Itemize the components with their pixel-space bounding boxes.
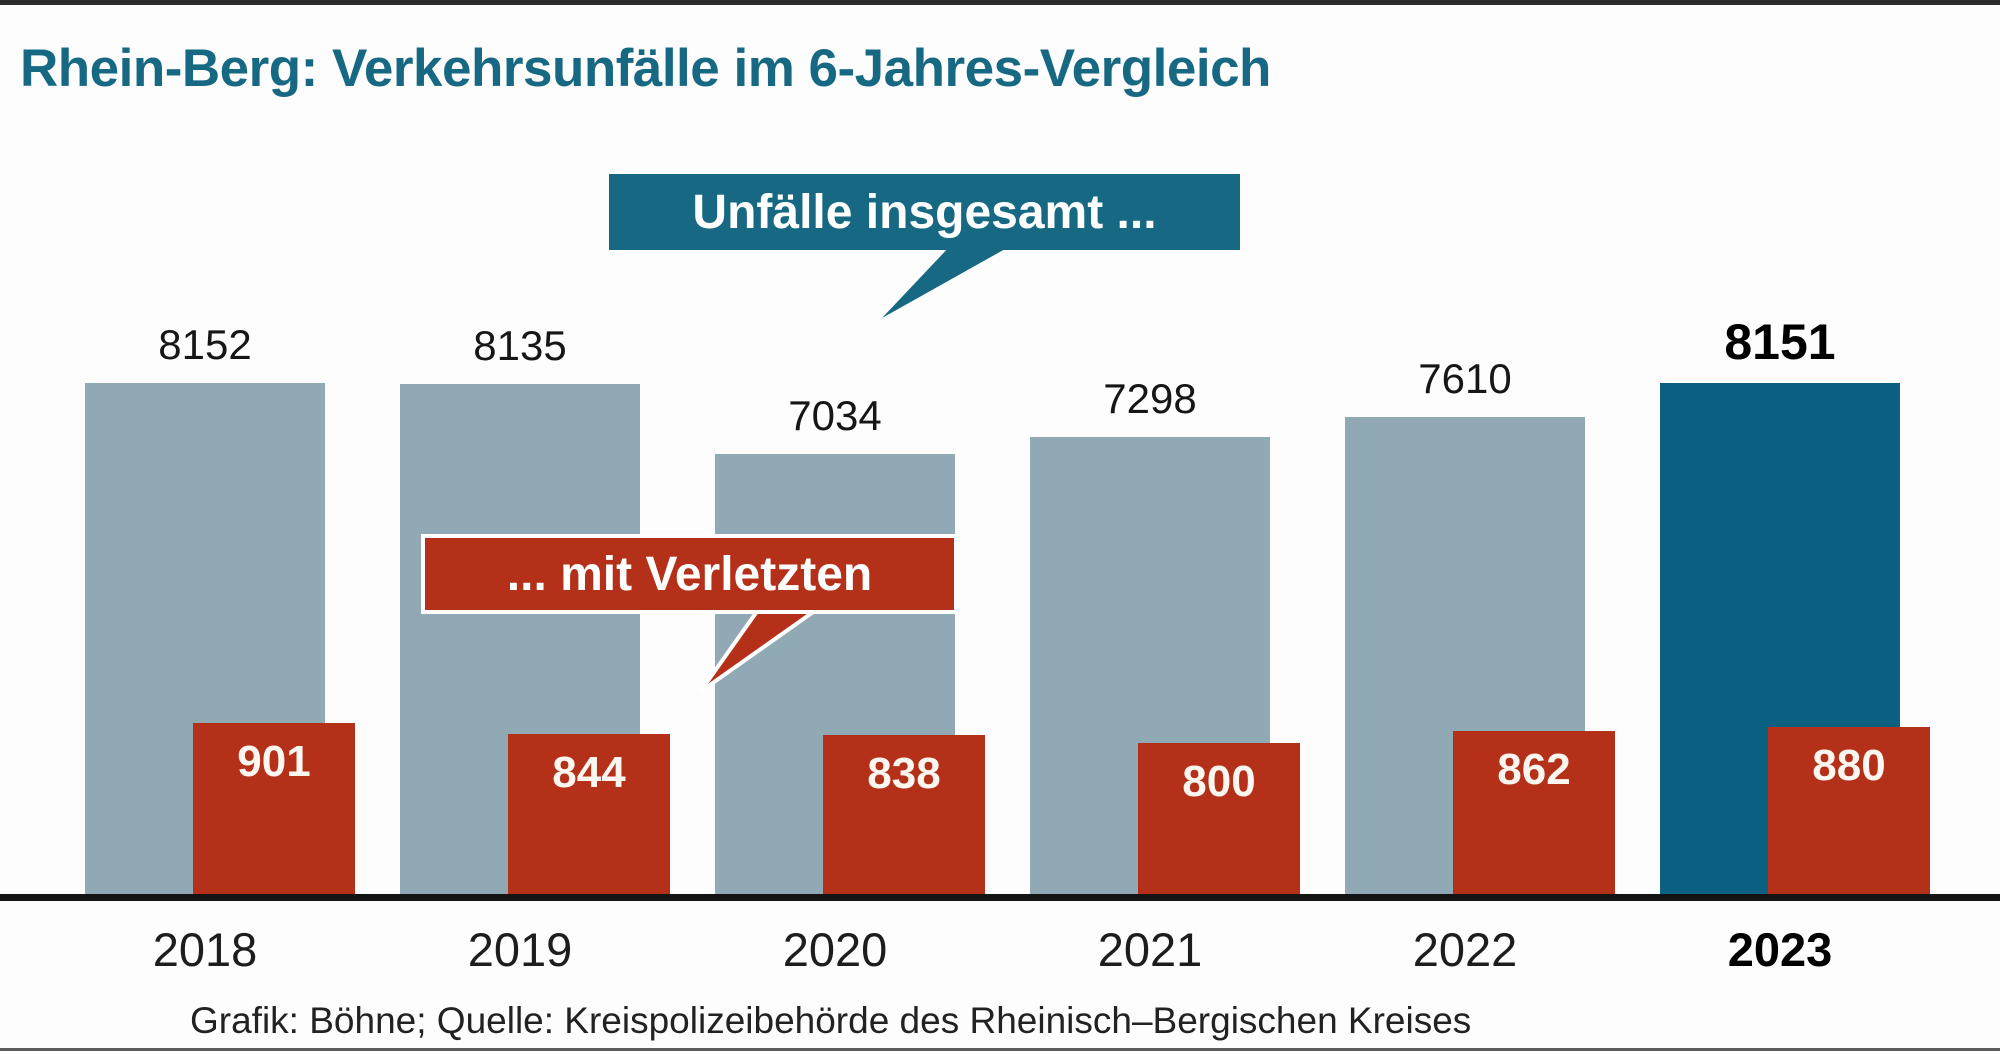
total-value-label-2019: 8135 [473,322,567,369]
injured-value-label-2020: 838 [867,749,941,798]
year-label-2019: 2019 [467,923,573,976]
injured-value-label-2023: 880 [1812,741,1886,790]
x-axis-baseline [0,894,2000,901]
injured-value-label-2022: 862 [1497,745,1571,794]
legend-callout-injured: ... mit Verletzten [421,534,958,614]
source-credit: Grafik: Böhne; Quelle: Kreispolizeibehör… [190,1000,1472,1041]
total-value-label-2021: 7298 [1103,375,1197,422]
total-value-label-2022: 7610 [1418,355,1512,402]
injured-value-label-2019: 844 [552,748,626,797]
year-label-2022: 2022 [1412,923,1518,976]
legend-callout-total: Unfälle insgesamt ... [609,174,1240,250]
injured-bar-2023 [1768,727,1930,897]
year-label-2023: 2023 [1727,923,1833,976]
total-value-label-2018: 8152 [158,321,252,368]
total-value-label-2023: 8151 [1724,314,1836,370]
injured-bar-2021 [1138,743,1300,897]
injured-value-label-2018: 901 [237,737,311,786]
injured-bar-2018 [193,723,355,897]
injured-bar-2022 [1453,731,1615,897]
bottom-divider [0,1048,2000,1051]
injured-bar-2019 [508,734,670,897]
page-title: Rhein-Berg: Verkehrsunfälle im 6-Jahres-… [20,39,1271,98]
year-label-2021: 2021 [1097,923,1203,976]
injured-value-label-2021: 800 [1182,757,1256,806]
injured-bar-2020 [823,735,985,897]
year-label-2018: 2018 [152,923,258,976]
legend-callout-total-label: Unfälle insgesamt ... [692,185,1157,239]
total-value-label-2020: 7034 [788,392,882,439]
top-divider [0,0,2000,5]
year-label-2020: 2020 [782,923,888,976]
legend-callout-injured-label: ... mit Verletzten [506,547,873,601]
